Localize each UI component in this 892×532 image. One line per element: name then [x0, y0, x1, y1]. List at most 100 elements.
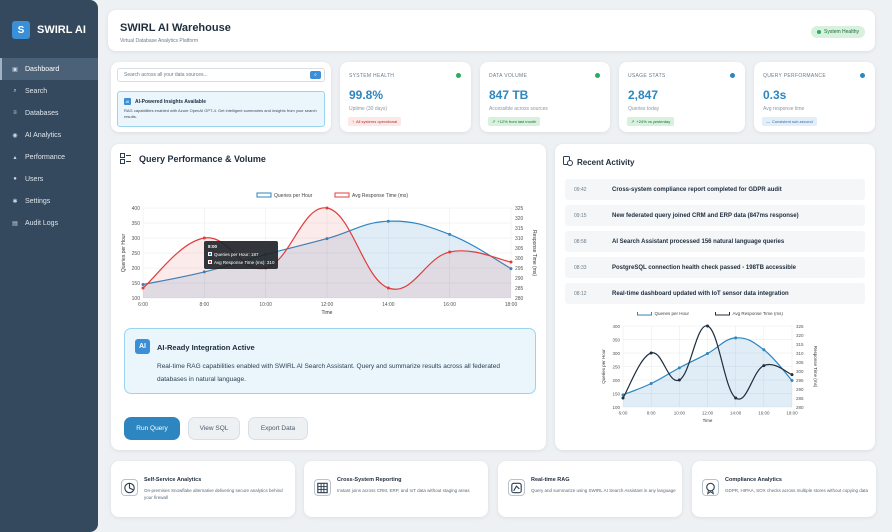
activity-item[interactable]: 09:42 Cross-system compliance report comp…	[565, 179, 865, 200]
sidebar-item-ai-analytics[interactable]: ◉ AI Analytics	[0, 124, 98, 146]
y-tick-label: 200	[612, 378, 620, 383]
y-tick-label: 200	[132, 266, 141, 272]
activity-item[interactable]: 08:58 AI Search Assistant processed 156 n…	[565, 231, 865, 252]
y2-tick-label: 280	[796, 405, 804, 410]
y2-tick-label: 320	[515, 216, 524, 222]
sidebar-item-dashboard[interactable]: ▣ Dashboard	[0, 58, 98, 80]
feature-title: Self-Service Analytics	[144, 477, 202, 483]
logo-text: SWIRL AI	[37, 24, 86, 36]
chart-tooltip: 8:00 Queries per Hour: 187 Avg Response …	[204, 241, 279, 269]
data-point	[325, 206, 329, 210]
y2-tick-label: 305	[515, 246, 524, 252]
export-data-button[interactable]: Export Data	[248, 417, 308, 440]
activity-time: 09:42	[574, 186, 587, 193]
activity-text: New federated query joined CRM and ERP d…	[612, 212, 799, 219]
y2-tick-label: 325	[515, 206, 524, 212]
run-query-button[interactable]: Run Query	[124, 417, 180, 440]
ai-insight-text: RAG capabilities enabled with Azure Open…	[124, 108, 317, 119]
legend-swatch	[637, 312, 652, 316]
stat-subtitle: Queries today	[628, 106, 660, 112]
x-tick-label: 18:00	[505, 302, 518, 308]
activity-chart: 100 150 200 250 300 350 400 6:00 8:00 10:00 12:00 1…	[601, 312, 818, 423]
ai-integration-title: AI-Ready Integration Active	[157, 343, 255, 352]
y2-axis-label: Response Time (ms)	[813, 346, 818, 388]
x-tick-label: 16:00	[443, 302, 456, 308]
y-tick-label: 250	[132, 251, 141, 257]
search-card: Search across all your data sources... ⌕…	[111, 62, 331, 132]
stat-card-usage-stats: USAGE STATS 2,847 Queries today ↗ +24% vs ye…	[619, 62, 745, 132]
feature-title: Compliance Analytics	[725, 477, 782, 483]
y2-tick-label: 325	[796, 324, 804, 329]
view-sql-button[interactable]: View SQL	[188, 417, 240, 440]
x-tick-label: 6:00	[138, 302, 148, 308]
database-icon: ≡	[13, 110, 17, 116]
rag-icon	[508, 479, 525, 496]
series-area	[143, 207, 511, 298]
data-point	[448, 250, 452, 254]
sidebar-item-users[interactable]: ● Users	[0, 168, 98, 190]
legend-swatch	[715, 312, 730, 316]
sidebar-item-settings[interactable]: ✱ Settings	[0, 190, 98, 212]
stat-card-data-volume: DATA VOLUME 847 TB Accessible across sourc…	[480, 62, 610, 132]
feature-card-self-service-analytics[interactable]: Self-Service Analytics On-premises Snowfl…	[111, 461, 295, 517]
sidebar-item-label: Audit Logs	[25, 219, 59, 227]
feature-title: Cross-System Reporting	[337, 477, 402, 483]
activity-time: 09:15	[574, 212, 587, 219]
page-title: SWIRL AI Warehouse	[120, 22, 231, 34]
compliance-icon	[702, 479, 719, 496]
y2-tick-label: 295	[515, 266, 524, 272]
sidebar-item-performance[interactable]: ▴ Performance	[0, 146, 98, 168]
feature-card-compliance-analytics[interactable]: Compliance Analytics GDPR, HIPAA, SOX che…	[692, 461, 876, 517]
legend-label: Queries per Hour	[274, 193, 313, 199]
data-point	[762, 364, 766, 368]
legend-swatch	[334, 192, 350, 198]
search-input[interactable]: Search across all your data sources... ⌕	[117, 68, 325, 82]
y2-tick-label: 300	[515, 256, 524, 262]
logo[interactable]: S SWIRL AI	[12, 21, 86, 39]
sidebar-item-search[interactable]: ⌕ Search	[0, 80, 98, 102]
stat-status-dot-icon	[860, 73, 865, 78]
sidebar: S SWIRL AI ▣ Dashboard ⌕ Search ≡ Databases ◉ A…	[0, 0, 98, 532]
sidebar-item-label: Databases	[25, 109, 59, 117]
stat-value: 0.3s	[763, 88, 787, 102]
search-button[interactable]: ⌕	[310, 71, 321, 79]
y2-tick-label: 285	[796, 396, 804, 401]
activity-item[interactable]: 08:33 PostgreSQL connection health check …	[565, 257, 865, 278]
data-point	[649, 351, 653, 355]
activity-time: 08:33	[574, 264, 587, 271]
y-tick-label: 150	[132, 281, 141, 287]
legend-label: Avg Response Time (ms)	[352, 193, 408, 199]
feature-card-cross-system-reporting[interactable]: Cross-System Reporting Instant joins acro…	[304, 461, 488, 517]
feature-card-real-time-rag[interactable]: Real-time RAG Query and summarize using S…	[498, 461, 682, 517]
y2-axis-label: Response Time (ms)	[531, 230, 537, 276]
trend-icon: —	[766, 119, 770, 124]
trend-text: +24% vs yesterday	[636, 119, 671, 124]
activity-text: Real-time dashboard updated with IoT sen…	[612, 290, 789, 297]
sidebar-item-audit-logs[interactable]: ▤ Audit Logs	[0, 212, 98, 234]
activity-item[interactable]: 09:15 New federated query joined CRM and …	[565, 205, 865, 226]
y-tick-label: 300	[132, 236, 141, 242]
data-point	[202, 270, 206, 274]
stat-label: USAGE STATS	[628, 73, 666, 79]
y-tick-label: 100	[612, 405, 620, 410]
trend-icon: ↑	[352, 119, 354, 124]
y-tick-label: 150	[612, 392, 620, 397]
data-point	[790, 373, 794, 377]
stat-status-dot-icon	[730, 73, 735, 78]
data-point	[677, 378, 681, 382]
sidebar-item-label: Dashboard	[25, 65, 60, 73]
activity-item[interactable]: 08:12 Real-time dashboard updated with Io…	[565, 283, 865, 304]
stat-label: DATA VOLUME	[489, 73, 528, 79]
y2-tick-label: 320	[796, 333, 804, 338]
y-tick-label: 250	[612, 365, 620, 370]
y2-tick-label: 295	[796, 378, 804, 383]
sidebar-item-databases[interactable]: ≡ Databases	[0, 102, 98, 124]
data-point	[734, 396, 738, 400]
activity-title: Recent Activity	[577, 158, 635, 167]
legend-label: Queries per Hour	[655, 312, 690, 316]
y2-tick-label: 310	[796, 351, 804, 356]
trend-text: +12% from last month	[497, 119, 537, 124]
data-point	[448, 232, 452, 236]
activity-text: PostgreSQL connection health check passe…	[612, 264, 796, 271]
sidebar-item-label: AI Analytics	[25, 131, 62, 139]
